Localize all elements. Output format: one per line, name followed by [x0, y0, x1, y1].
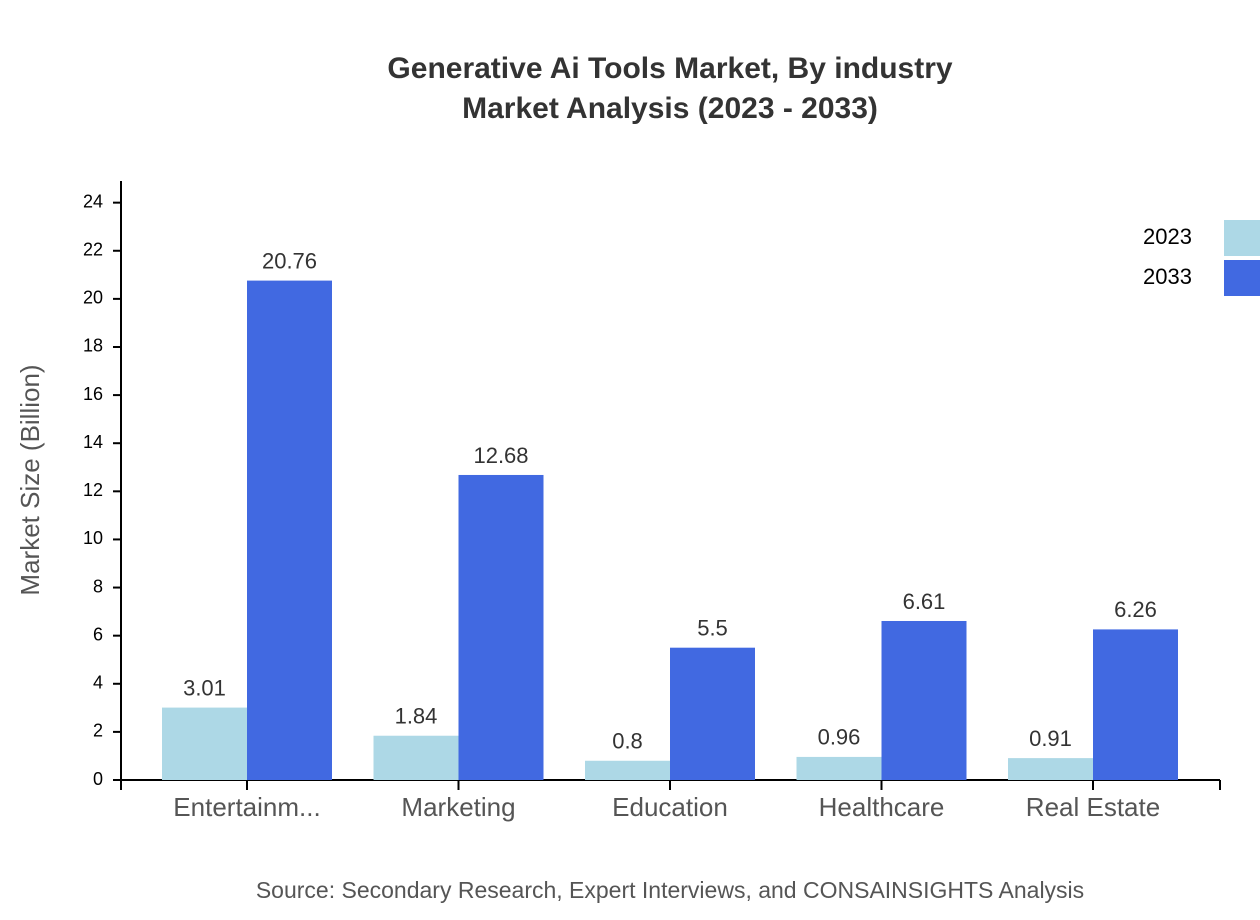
bar — [1008, 758, 1093, 780]
data-label: 6.26 — [1114, 597, 1157, 622]
x-tick-label: Real Estate — [1026, 792, 1160, 822]
data-label: 20.76 — [262, 248, 317, 273]
legend-label: 2033 — [1143, 264, 1192, 289]
x-tick-label: Entertainm... — [173, 792, 320, 822]
y-tick-label: 22 — [83, 240, 103, 260]
y-tick-label: 4 — [93, 673, 103, 693]
bar — [585, 760, 670, 780]
chart-subtitle: Market Analysis (2023 - 2033) — [462, 92, 878, 125]
y-tick-label: 8 — [93, 576, 103, 596]
x-tick-label: Marketing — [401, 792, 515, 822]
legend-swatch — [1224, 220, 1260, 256]
data-label: 1.84 — [395, 704, 438, 729]
bar — [881, 620, 967, 780]
data-label: 3.01 — [183, 675, 226, 700]
y-axis-label: Market Size (Billion) — [15, 364, 45, 595]
y-tick-label: 18 — [83, 336, 103, 356]
data-label: 0.96 — [818, 725, 861, 750]
y-tick-label: 20 — [83, 288, 103, 308]
legend-label: 2023 — [1143, 224, 1192, 249]
source-note: Source: Secondary Research, Expert Inter… — [256, 877, 1084, 903]
y-tick-label: 14 — [83, 432, 103, 452]
bar — [458, 474, 544, 780]
data-label: 12.68 — [473, 443, 528, 468]
y-tick-label: 12 — [83, 480, 103, 500]
bar — [670, 647, 755, 780]
chart-title: Generative Ai Tools Market, By industry — [387, 52, 952, 85]
x-tick-label: Healthcare — [819, 792, 945, 822]
y-tick-label: 0 — [93, 769, 103, 789]
legend-swatch — [1224, 260, 1260, 296]
data-label: 6.61 — [903, 589, 946, 614]
bar — [1093, 629, 1178, 780]
data-label: 0.8 — [612, 729, 643, 754]
bar — [162, 707, 247, 780]
y-tick-label: 6 — [93, 624, 103, 644]
y-tick-label: 24 — [83, 191, 103, 211]
data-label: 0.91 — [1029, 726, 1072, 751]
bar — [373, 735, 459, 780]
y-tick-label: 2 — [93, 721, 103, 741]
y-tick-label: 16 — [83, 384, 103, 404]
bar — [247, 280, 332, 780]
x-tick-label: Education — [612, 792, 728, 822]
y-tick-label: 10 — [83, 528, 103, 548]
bar — [796, 756, 882, 780]
data-label: 5.5 — [697, 616, 728, 641]
